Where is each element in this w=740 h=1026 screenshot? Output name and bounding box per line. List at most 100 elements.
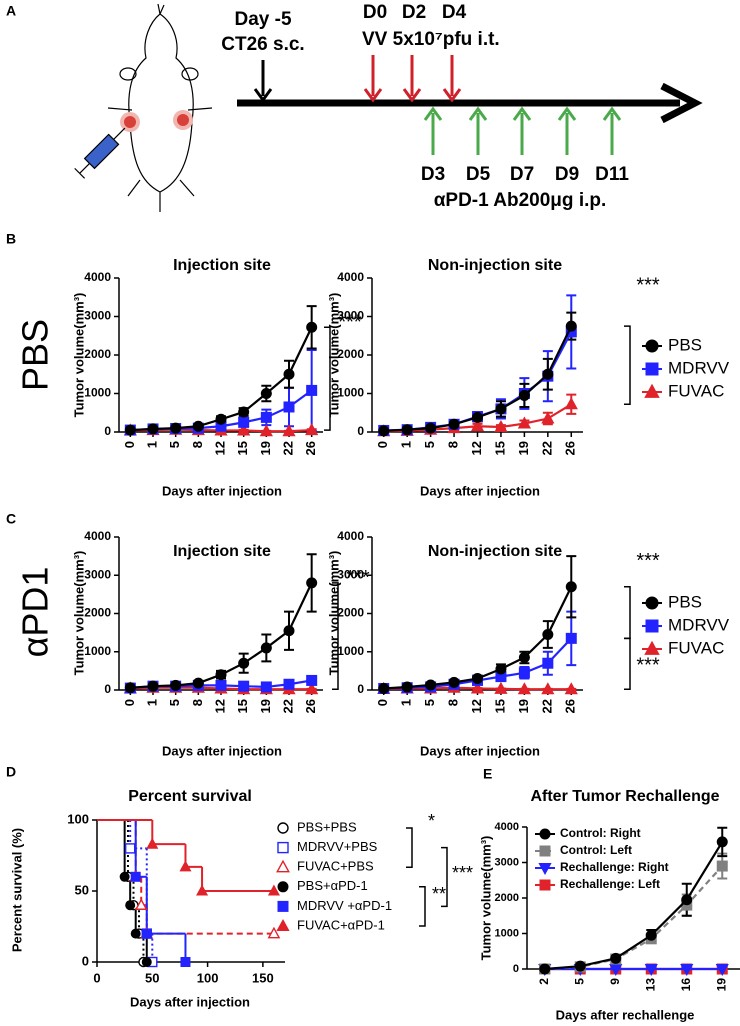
y-tick-label: 0 (357, 682, 364, 696)
panel-label: A (6, 3, 16, 19)
x-tick-label: 19 (516, 699, 531, 713)
marker (644, 964, 658, 977)
marker (425, 422, 437, 434)
marker (180, 957, 191, 967)
marker (470, 681, 485, 694)
x-tick-label: 12 (212, 699, 227, 713)
y-tick-label: 3000 (337, 567, 364, 581)
legend-label: PBS+αPD-1 (297, 878, 368, 893)
significance-label: *** (346, 567, 370, 589)
marker (378, 682, 390, 694)
timeline-label: D4 (442, 2, 467, 23)
significance-label: *** (636, 655, 660, 677)
marker (215, 413, 227, 425)
significance-bracket (624, 325, 631, 406)
x-tick-label: 8 (190, 699, 205, 706)
marker (645, 929, 657, 941)
y-axis-label: Tumor volume(mm³) (478, 836, 493, 961)
marker (448, 676, 460, 688)
marker (282, 424, 296, 437)
x-tick-label: 19 (258, 699, 273, 713)
vv-arrow-head (402, 88, 422, 103)
marker (283, 678, 295, 690)
legend-label: MDRVV +αPD-1 (297, 898, 392, 913)
y-tick-label: 0 (82, 953, 89, 968)
marker (565, 632, 577, 644)
x-tick-label: 5 (167, 441, 182, 448)
legend-marker (645, 619, 659, 633)
pd1-arrow-head (468, 106, 488, 121)
x-tick-label: 15 (235, 441, 250, 455)
legend-marker (277, 881, 289, 893)
marker (124, 424, 136, 436)
marker (306, 577, 318, 589)
row-label: PBS (15, 319, 56, 391)
marker (518, 389, 530, 401)
marker (610, 952, 622, 964)
marker (179, 860, 192, 872)
marker (305, 423, 319, 436)
y-tick-label: 3000 (84, 309, 111, 323)
x-tick-label: 26 (303, 441, 318, 455)
pd1-arrow-head (602, 106, 622, 121)
x-tick-label: 5 (422, 699, 437, 706)
x-tick-label: 8 (190, 441, 205, 448)
chart-title: Non-injection site (428, 257, 562, 274)
x-tick-label: 13 (643, 978, 657, 992)
significance-bracket (332, 582, 339, 690)
x-tick-label: 8 (445, 699, 460, 706)
legend-marker (645, 362, 659, 376)
y-tick-label: 4000 (495, 821, 519, 833)
y-tick-label: 2000 (84, 606, 111, 620)
marker (518, 651, 530, 663)
significance-label: *** (636, 550, 660, 572)
x-tick-label: 8 (445, 441, 460, 448)
marker (141, 928, 152, 939)
significance-label: * (428, 811, 435, 831)
marker (260, 411, 272, 423)
marker (125, 900, 136, 911)
y-tick-label: 0 (104, 682, 111, 696)
marker (170, 679, 182, 691)
marker (215, 669, 227, 681)
y-tick-label: 0 (357, 424, 364, 438)
chart-title: Percent survival (128, 788, 252, 805)
x-axis-label: Days after injection (420, 483, 540, 498)
marker (283, 368, 295, 380)
marker (147, 423, 159, 435)
legend-marker (539, 845, 551, 857)
series-line (544, 865, 724, 971)
marker (134, 898, 148, 910)
vv-arrow-head (363, 88, 383, 103)
x-tick-label: 100 (197, 970, 219, 985)
x-tick-label: 22 (539, 699, 554, 713)
y-axis-label: Percent survival (%) (9, 828, 24, 952)
x-tick-label: 0 (375, 441, 390, 448)
marker (238, 657, 250, 669)
marker (681, 894, 693, 906)
marker (238, 416, 250, 428)
marker (130, 871, 141, 882)
timeline-arrowhead (660, 82, 703, 124)
timeline-label: D2 (402, 2, 426, 23)
marker (715, 964, 729, 977)
marker (259, 424, 273, 437)
marker (494, 681, 508, 694)
x-tick-label: 9 (608, 978, 622, 985)
chart-title: Non-injection site (428, 543, 562, 560)
legend-label: Rechallenge: Left (560, 877, 660, 891)
marker (305, 682, 319, 695)
pd1-arrow-head (557, 106, 577, 121)
legend-label: FUVAC+PBS (297, 859, 374, 874)
legend-label: FUVAC (668, 381, 724, 400)
y-tick-label: 4000 (84, 529, 111, 543)
panel-label: B (6, 231, 16, 247)
x-tick-label: 26 (303, 699, 318, 713)
x-tick-label: 16 (679, 978, 693, 992)
x-tick-label: 5 (572, 978, 586, 985)
marker (267, 926, 281, 939)
marker (472, 673, 483, 685)
marker (401, 681, 413, 693)
y-tick-label: 4000 (337, 529, 364, 543)
